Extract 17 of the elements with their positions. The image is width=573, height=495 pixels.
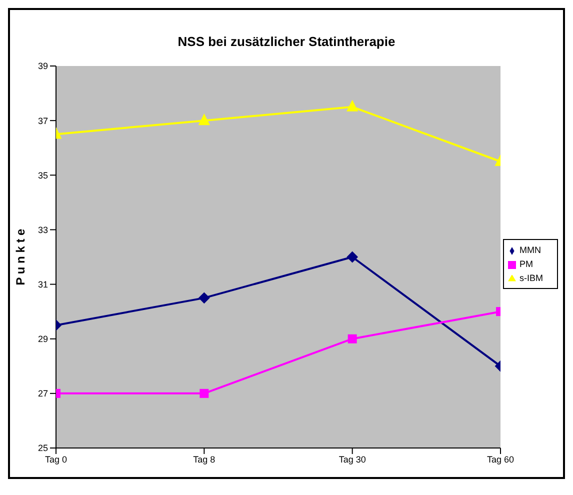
y-tick-label: 35 bbox=[38, 170, 48, 180]
y-tick-label: 33 bbox=[38, 224, 48, 235]
legend-label: s-IBM bbox=[520, 273, 543, 283]
x-tick-label: Tag 60 bbox=[486, 454, 514, 464]
x-tick-label: Tag 8 bbox=[193, 454, 216, 464]
y-tick-label: 37 bbox=[38, 116, 48, 126]
y-tick-label: 31 bbox=[38, 279, 48, 290]
y-axis-title: P u n k t e bbox=[13, 228, 28, 286]
y-tick-label: 39 bbox=[38, 61, 48, 72]
y-tick-label: 29 bbox=[38, 334, 48, 344]
chart-title: NSS bei zusätzlicher Statintherapie bbox=[176, 34, 396, 51]
y-tick-label: 27 bbox=[38, 388, 48, 399]
legend-label: PM bbox=[520, 259, 533, 269]
legend-label: MMN bbox=[520, 245, 541, 255]
x-tick-label: Tag 30 bbox=[338, 454, 366, 464]
x-tick-label: Tag 0 bbox=[44, 454, 68, 464]
y-tick-label: 25 bbox=[38, 443, 48, 454]
